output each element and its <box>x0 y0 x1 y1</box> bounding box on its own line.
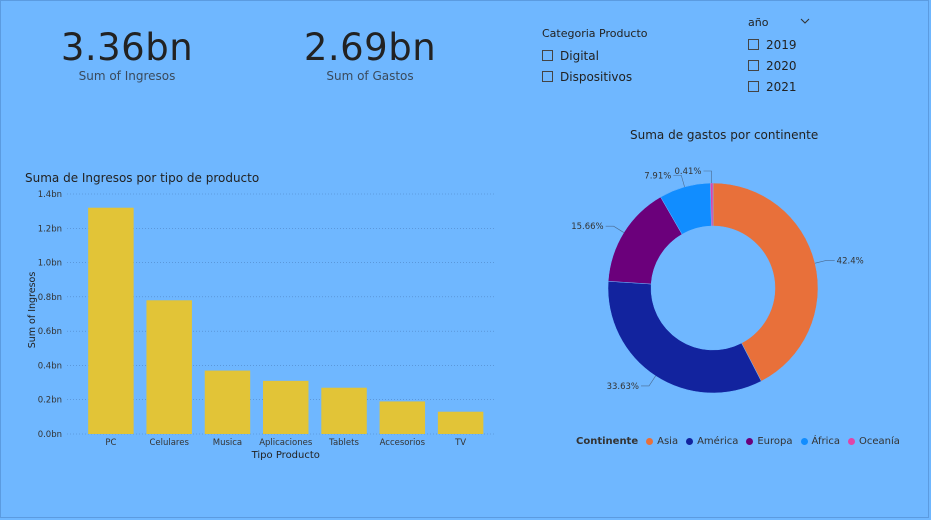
legend-item[interactable]: África <box>800 436 841 447</box>
x-tick-label: Aplicaciones <box>259 438 313 448</box>
legend-title: Continente <box>576 436 639 447</box>
bar[interactable] <box>88 207 134 434</box>
kpi-label: Sum of Gastos <box>326 69 414 83</box>
slice-value-label: 33.63% <box>607 382 639 392</box>
y-tick-label: 0.8bn <box>38 293 62 303</box>
y-tick-label: 1.4bn <box>38 190 62 200</box>
x-tick-label: PC <box>105 438 116 448</box>
leader-line <box>814 260 835 264</box>
bar[interactable] <box>146 300 192 434</box>
option-label: Digital <box>560 48 599 63</box>
kpi-label: Sum of Ingresos <box>78 69 176 83</box>
y-tick-label: 0.2bn <box>38 396 62 406</box>
leader-line <box>641 375 656 387</box>
x-tick-label: Tablets <box>328 438 359 448</box>
y-tick-label: 1.0bn <box>38 259 62 269</box>
x-tick-label: Musica <box>213 438 242 448</box>
bar[interactable] <box>437 411 484 434</box>
donut-slice[interactable] <box>710 182 714 227</box>
legend-item[interactable]: América <box>686 436 738 447</box>
option-label: 2019 <box>766 37 797 52</box>
slice-value-label: 42.4% <box>837 256 864 266</box>
option-label: 2021 <box>766 79 797 94</box>
legend-item[interactable]: Asia <box>646 436 678 447</box>
slicer-option-2019[interactable]: 2019 <box>748 34 797 55</box>
chevron-down-icon[interactable] <box>800 18 810 25</box>
slicer-option-dispositivos[interactable]: Dispositivos <box>542 66 648 87</box>
legend-label: Asia <box>657 436 679 447</box>
legend-item[interactable]: Europa <box>746 436 793 447</box>
leader-line <box>703 170 712 184</box>
legend-label: América <box>697 436 739 447</box>
legend-dot-icon <box>848 438 856 445</box>
kpi-card-gastos[interactable]: 2.69bn Sum of Gastos <box>270 26 470 83</box>
option-label: Dispositivos <box>560 69 633 84</box>
bar[interactable] <box>204 370 251 434</box>
x-tick-label: Accesorios <box>380 438 426 448</box>
categoria-slicer: Categoria Producto Digital Dispositivos <box>542 27 648 87</box>
option-label: 2020 <box>766 58 797 73</box>
x-tick-label: Celulares <box>149 438 189 448</box>
slicer-title: año <box>748 16 769 29</box>
legend-dot-icon <box>686 438 694 445</box>
checkbox-icon[interactable] <box>748 81 759 92</box>
anio-slicer: año 2019 2020 2021 <box>748 16 797 97</box>
bar[interactable] <box>321 387 367 434</box>
legend-dot-icon <box>800 438 808 445</box>
legend-dot-icon <box>646 438 654 445</box>
slicer-option-2021[interactable]: 2021 <box>748 76 797 97</box>
slicer-option-2020[interactable]: 2020 <box>748 55 797 76</box>
donut-legend: Continente Asia América Europa África Oceaní… <box>576 436 908 447</box>
bar-chart-title: Suma de Ingresos por tipo de producto <box>25 171 260 185</box>
donut-slice[interactable] <box>607 280 762 394</box>
legend-item[interactable]: Oceanía <box>848 436 900 447</box>
kpi-card-ingresos[interactable]: 3.36bn Sum of Ingresos <box>27 26 227 83</box>
donut-chart: 42.4% 33.63% 15.66% 7.91% 0.41% <box>571 167 864 394</box>
kpi-value: 2.69bn <box>303 26 437 69</box>
y-tick-label: 1.2bn <box>38 224 62 234</box>
leader-line <box>605 225 624 233</box>
legend-label: África <box>811 436 841 447</box>
y-tick-label: 0.0bn <box>38 430 62 440</box>
slice-value-label: 7.91% <box>644 171 671 181</box>
x-tick-label: TV <box>454 438 466 448</box>
leader-line <box>673 175 685 188</box>
bar[interactable] <box>263 380 309 434</box>
legend-label: Europa <box>757 436 793 447</box>
y-tick-label: 0.4bn <box>38 361 62 371</box>
bar-chart: 0.0bn 0.2bn 0.4bn 0.6bn 0.8bn 1.0bn 1.2bn 1.4bn… <box>27 190 495 461</box>
slice-value-label: 0.41% <box>674 167 701 177</box>
y-tick-label: 0.6bn <box>38 327 62 337</box>
bar[interactable] <box>379 401 426 434</box>
x-axis-label: Tipo Producto <box>251 450 320 461</box>
kpi-value: 3.36bn <box>60 26 194 69</box>
y-axis-label: Sum of Ingresos <box>27 272 38 349</box>
slice-value-label: 15.66% <box>571 222 603 232</box>
checkbox-icon[interactable] <box>542 71 553 82</box>
slicer-option-digital[interactable]: Digital <box>542 45 648 66</box>
checkbox-icon[interactable] <box>748 39 759 50</box>
slicer-title: Categoria Producto <box>542 27 648 40</box>
checkbox-icon[interactable] <box>748 60 759 71</box>
legend-dot-icon <box>746 438 754 445</box>
checkbox-icon[interactable] <box>542 50 553 61</box>
donut-chart-title: Suma de gastos por continente <box>630 128 819 142</box>
donut-slice[interactable] <box>712 182 819 382</box>
legend-label: Oceanía <box>859 436 900 447</box>
